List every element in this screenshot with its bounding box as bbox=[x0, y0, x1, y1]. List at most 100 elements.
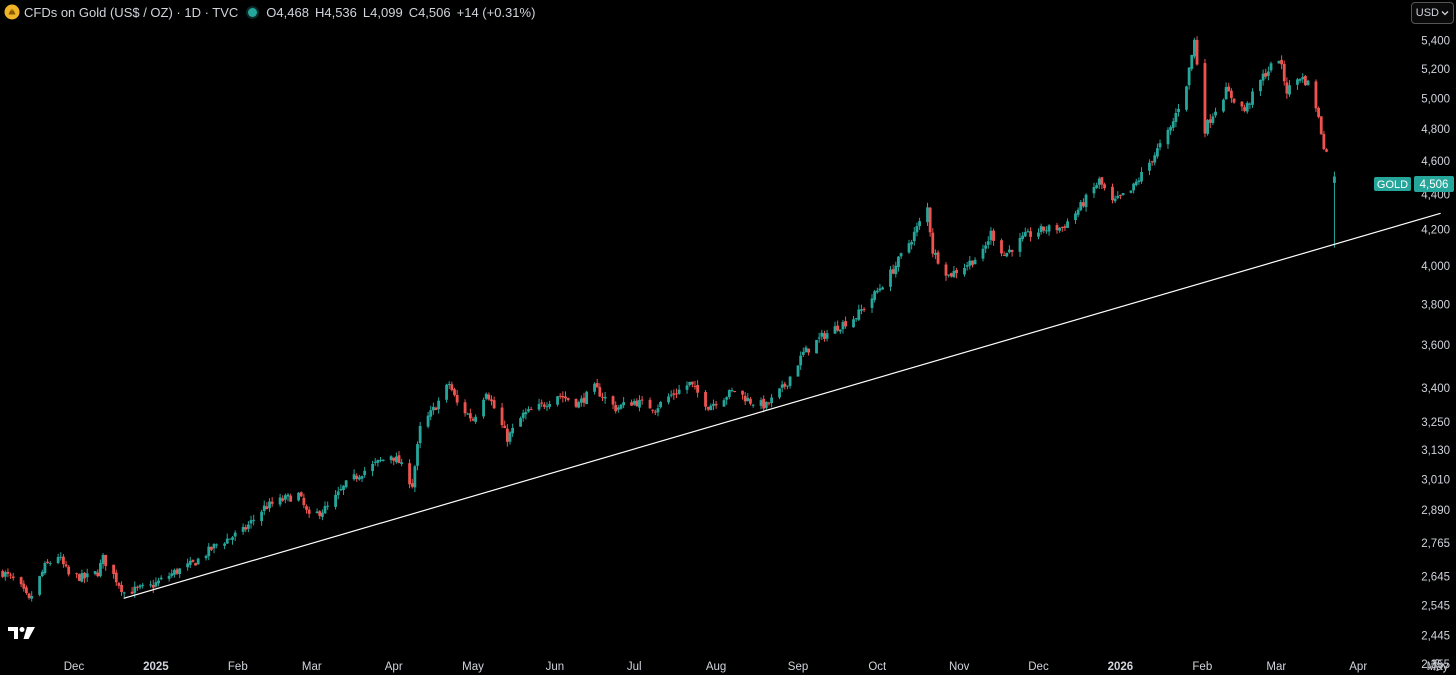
x-tick-label: Jul bbox=[627, 661, 642, 673]
candle-body bbox=[804, 347, 808, 353]
candle-body bbox=[204, 555, 208, 559]
candle-body bbox=[1166, 129, 1170, 145]
candle-body bbox=[1229, 90, 1233, 98]
candle-body bbox=[455, 394, 459, 403]
candle-body bbox=[392, 457, 396, 461]
x-tick-label: Sep bbox=[788, 661, 808, 673]
candle-body bbox=[928, 207, 932, 233]
currency-button[interactable]: USD bbox=[1410, 2, 1454, 24]
candle-body bbox=[104, 554, 108, 566]
candle-body bbox=[1240, 101, 1244, 107]
candle-body bbox=[154, 582, 158, 587]
x-tick-label: Nov bbox=[949, 661, 970, 673]
x-tick-label: Apr bbox=[385, 661, 403, 673]
candle-body bbox=[48, 563, 52, 565]
candle-body bbox=[278, 497, 282, 505]
candle-body bbox=[122, 592, 126, 594]
candle-body bbox=[944, 264, 948, 276]
y-tick-label: 2,545 bbox=[1421, 600, 1450, 612]
candle-body bbox=[1211, 116, 1215, 123]
candle-body bbox=[1010, 249, 1014, 252]
candle-body bbox=[38, 576, 42, 595]
candle-body bbox=[62, 556, 65, 565]
candle-body bbox=[548, 404, 552, 407]
candle-body bbox=[537, 403, 541, 410]
candle-body bbox=[1095, 185, 1099, 188]
candle-body bbox=[96, 572, 100, 577]
candle-body bbox=[75, 573, 79, 575]
candle-body bbox=[445, 384, 448, 400]
candle-body bbox=[841, 322, 845, 330]
candle-body bbox=[30, 595, 34, 599]
candle-body bbox=[1084, 194, 1088, 208]
candle-body bbox=[77, 574, 81, 581]
time-axis[interactable]: Dec 2025 Feb Mar Apr May Jun Jul Aug Sep Oct Nov Dec… bbox=[64, 661, 1449, 673]
candle-body bbox=[241, 526, 245, 532]
candle-body bbox=[508, 432, 512, 442]
gold-coin-icon[interactable] bbox=[4, 4, 20, 20]
candle-body bbox=[1000, 240, 1003, 254]
candle-body bbox=[566, 397, 570, 400]
market-status-icon[interactable] bbox=[248, 7, 258, 17]
tradingview-logo-icon[interactable] bbox=[8, 625, 36, 641]
candle-body bbox=[910, 242, 914, 245]
candle-body bbox=[1248, 103, 1252, 105]
candle-body bbox=[99, 563, 102, 577]
candle-body bbox=[762, 398, 766, 409]
candle-body bbox=[653, 411, 657, 413]
candle-body bbox=[722, 400, 726, 407]
candle-body bbox=[339, 489, 343, 491]
last-price-label: GOLD 4,506 bbox=[1374, 176, 1454, 192]
candle-body bbox=[289, 495, 293, 502]
candle-body bbox=[487, 394, 491, 400]
candle-body bbox=[1333, 176, 1336, 183]
candle-body bbox=[186, 563, 190, 568]
candle-body bbox=[1266, 71, 1270, 76]
candle-body bbox=[503, 425, 507, 429]
candle-body bbox=[780, 384, 784, 388]
candle-body bbox=[585, 391, 589, 405]
candle-body bbox=[1208, 119, 1212, 123]
y-tick-label: 5,400 bbox=[1421, 36, 1450, 48]
candle-body bbox=[188, 560, 192, 565]
candle-body bbox=[11, 576, 15, 579]
candle-body bbox=[616, 407, 620, 410]
candle-body bbox=[675, 393, 678, 395]
candle-body bbox=[281, 498, 285, 501]
candle-body bbox=[463, 402, 467, 414]
candle-body bbox=[601, 396, 604, 398]
ohlc-close-key: C bbox=[408, 4, 419, 20]
ohlc-change: +14 (+0.31%) bbox=[456, 4, 536, 20]
candle-body bbox=[228, 538, 232, 540]
candle-body bbox=[209, 546, 213, 550]
price-axis[interactable]: 5,400 5,200 5,000 4,800 4,600 4,400 4,200 4,000… bbox=[1421, 36, 1450, 671]
candle-body bbox=[418, 425, 422, 444]
candle-body bbox=[1306, 80, 1310, 86]
candle-body bbox=[19, 577, 23, 585]
candle-body bbox=[825, 333, 829, 339]
candle-body bbox=[558, 395, 562, 397]
candle-body bbox=[635, 400, 639, 407]
trendline[interactable] bbox=[123, 212, 1441, 599]
candle-body bbox=[1079, 202, 1083, 211]
candle-body bbox=[1132, 183, 1136, 191]
candle-body bbox=[490, 399, 493, 402]
candle-body bbox=[1092, 187, 1096, 194]
symbol-title[interactable]: CFDs on Gold (US$ / OZ) · 1D · TVC bbox=[24, 4, 239, 20]
candle-body bbox=[743, 395, 747, 402]
candle-body bbox=[1192, 39, 1196, 57]
candle-body bbox=[1058, 227, 1062, 231]
candle-body bbox=[175, 569, 179, 574]
candle-body bbox=[1002, 254, 1006, 256]
candle-body bbox=[712, 403, 715, 406]
candle-body bbox=[1190, 54, 1194, 69]
candle-body bbox=[540, 402, 544, 404]
candle-body bbox=[730, 390, 734, 392]
candle-body bbox=[577, 402, 581, 408]
ohlc-high-key: H bbox=[314, 4, 325, 20]
gear-icon[interactable] bbox=[1429, 657, 1445, 673]
candle-body bbox=[1097, 178, 1101, 185]
candle-body bbox=[764, 401, 768, 408]
chart-legend: CFDs on Gold (US$ / OZ) · 1D · TVC O4,46… bbox=[0, 0, 1400, 24]
